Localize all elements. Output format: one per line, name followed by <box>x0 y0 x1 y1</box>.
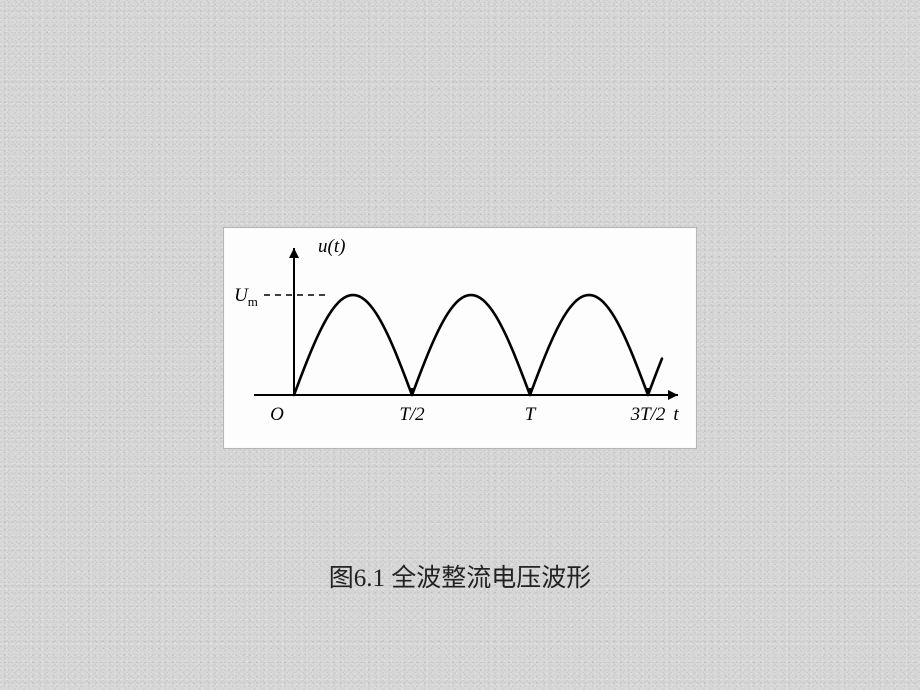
y-axis-arrow <box>289 248 299 258</box>
waveform-figure-panel: T/2 T 3T/2 O t u(t) Um <box>223 227 697 449</box>
x-tick-label-2: T <box>525 404 537 425</box>
x-axis-label: t <box>673 404 679 425</box>
um-label-sub: m <box>248 294 258 309</box>
origin-label: O <box>270 404 284 425</box>
x-tick-label-3: 3T/2 <box>630 404 666 425</box>
x-tick-label-1: T/2 <box>399 404 425 425</box>
waveform-svg: T/2 T 3T/2 O t u(t) Um <box>224 228 696 448</box>
figure-caption-number: 图6.1 <box>329 565 385 592</box>
um-label: Um <box>234 285 258 309</box>
x-axis-arrow <box>668 390 678 400</box>
figure-caption-text: 全波整流电压波形 <box>391 565 591 592</box>
y-axis-label: u(t) <box>318 236 345 257</box>
y-axis-label-text: u(t) <box>318 236 345 257</box>
rectified-sine-waveform <box>294 295 662 395</box>
figure-caption: 图6.1 全波整流电压波形 <box>0 558 920 594</box>
